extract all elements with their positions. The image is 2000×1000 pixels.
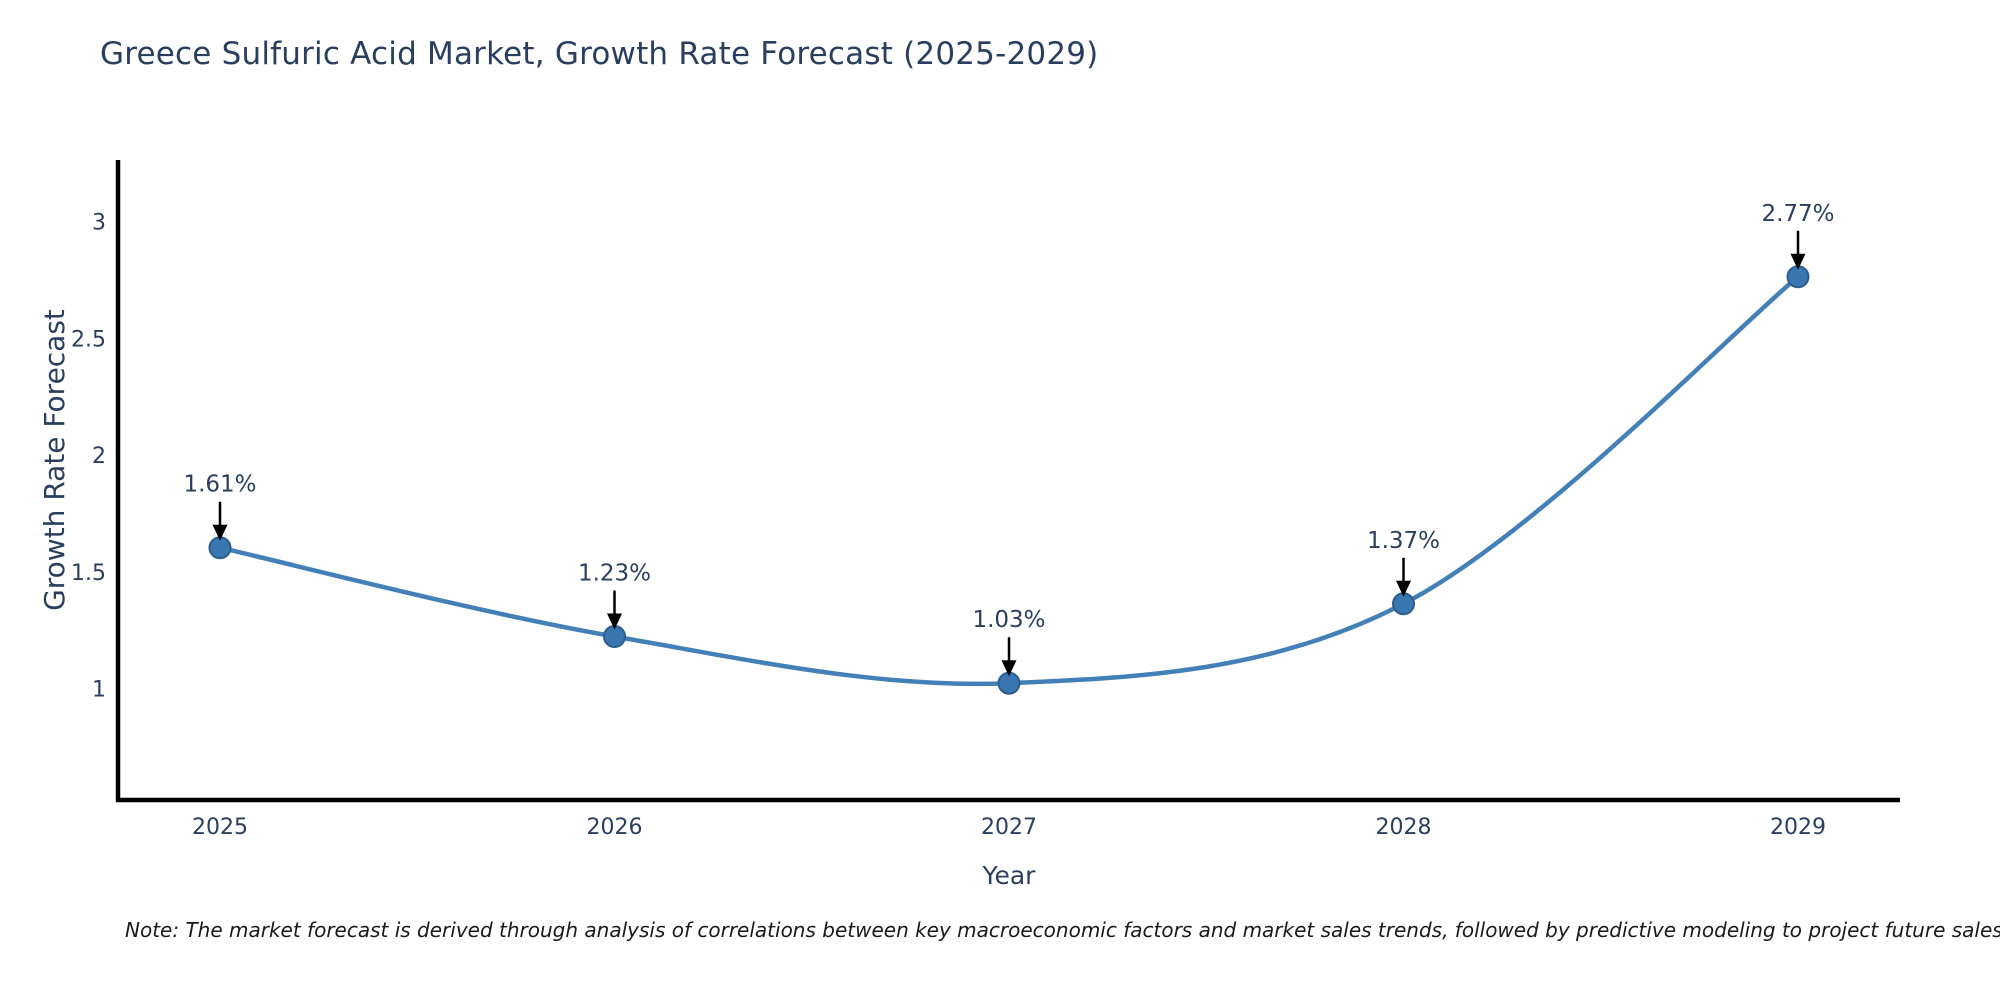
y-tick-label: 2 bbox=[92, 444, 106, 469]
data-point-label: 1.03% bbox=[972, 607, 1045, 633]
y-axis-title: Growth Rate Forecast bbox=[38, 309, 71, 611]
x-tick-label: 2025 bbox=[192, 815, 248, 840]
annotation-arrowhead bbox=[1396, 580, 1411, 597]
data-point-label: 1.61% bbox=[183, 472, 256, 498]
footnote: Note: The market forecast is derived thr… bbox=[125, 918, 2000, 942]
x-tick-label: 2029 bbox=[1770, 815, 1826, 840]
data-point-label: 1.37% bbox=[1367, 528, 1440, 554]
data-point-label: 2.77% bbox=[1761, 201, 1834, 227]
chart-title: Greece Sulfuric Acid Market, Growth Rate… bbox=[100, 36, 1099, 72]
annotation-arrowhead bbox=[1001, 660, 1017, 677]
x-tick-label: 2027 bbox=[981, 815, 1037, 840]
x-tick-label: 2026 bbox=[587, 815, 643, 840]
annotation-arrowhead bbox=[212, 524, 228, 541]
y-tick-label: 2.5 bbox=[71, 327, 106, 352]
annotation-arrowhead bbox=[607, 613, 622, 630]
x-tick-label: 2028 bbox=[1376, 815, 1432, 840]
annotation-arrowhead bbox=[1790, 253, 1806, 270]
x-axis-title: Year bbox=[982, 861, 1037, 890]
y-tick-label: 1 bbox=[92, 678, 106, 703]
y-tick-label: 1.5 bbox=[71, 561, 106, 586]
y-tick-label: 3 bbox=[92, 211, 106, 236]
data-point-label: 1.23% bbox=[578, 560, 651, 586]
